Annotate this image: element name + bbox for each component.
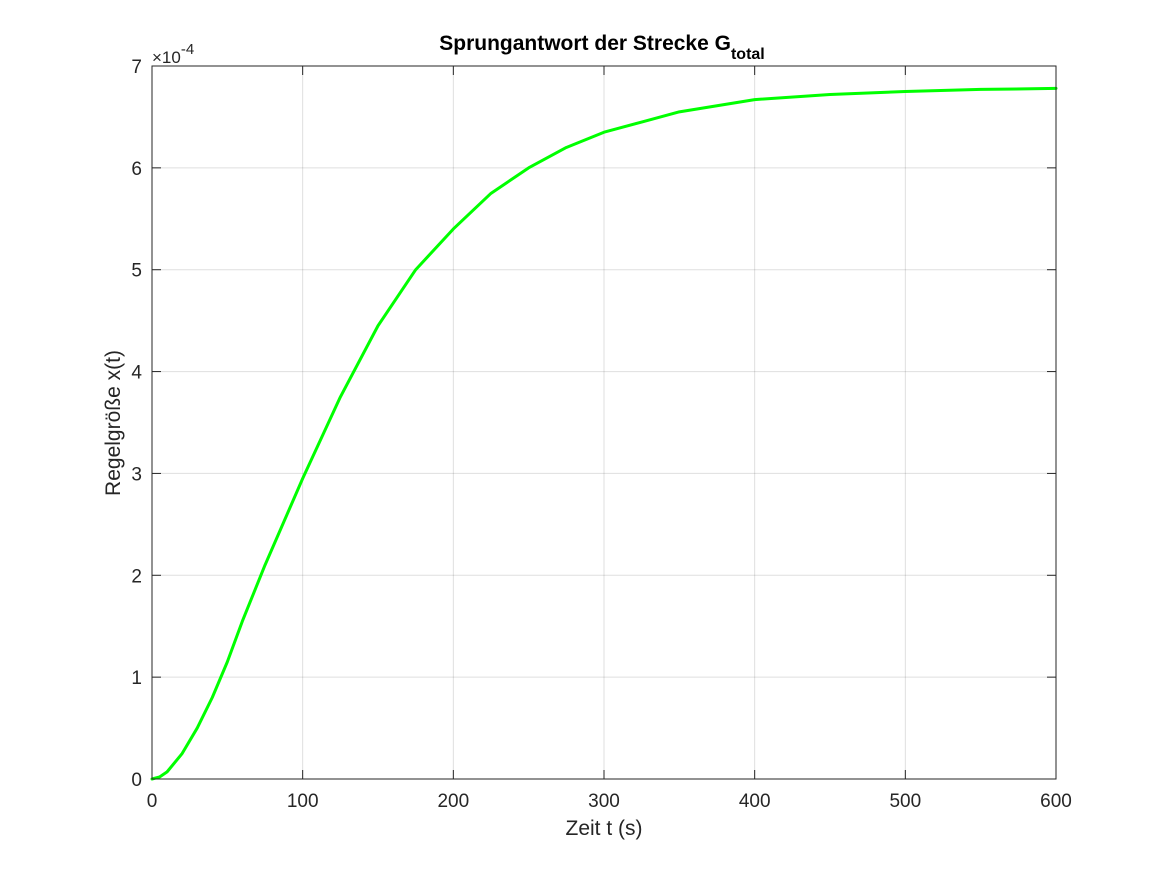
ticks: 0 100 200 300 400 500 600 0 1 2 3 4 5 6 7: [131, 57, 1071, 812]
x-tick-label: 100: [287, 791, 319, 812]
chart-title-subscript: total: [731, 46, 765, 63]
series-line: [150, 86, 1058, 781]
y-tick-label: 7: [131, 57, 142, 78]
chart-title: Sprungantwort der Strecke Gtotal: [439, 32, 765, 63]
grid: [151, 65, 1057, 780]
y-tick-label: 5: [131, 261, 142, 282]
y-tick-label: 2: [131, 566, 142, 587]
y-axis-label: Regelgröße x(t): [102, 350, 125, 496]
y-tick-label: 3: [131, 464, 142, 485]
x-tick-label: 400: [739, 791, 771, 812]
x-tick-label: 600: [1040, 791, 1072, 812]
x-axis-label: Zeit t (s): [566, 817, 643, 840]
x-tick-label: 0: [147, 791, 158, 812]
y-exponent-power: -4: [181, 41, 194, 58]
y-tick-label: 1: [131, 668, 142, 689]
y-tick-label: 4: [131, 363, 142, 384]
x-tick-label: 500: [889, 791, 921, 812]
x-tick-label: 200: [437, 791, 469, 812]
y-tick-label: 0: [131, 770, 142, 791]
chart-title-main: Sprungantwort der Strecke G: [439, 32, 731, 55]
y-tick-label: 6: [131, 159, 142, 180]
y-exponent-prefix: ×10: [152, 48, 181, 67]
plot-lines: [150, 86, 1058, 781]
y-exponent-label: ×10-4: [152, 41, 194, 67]
x-tick-label: 300: [588, 791, 620, 812]
